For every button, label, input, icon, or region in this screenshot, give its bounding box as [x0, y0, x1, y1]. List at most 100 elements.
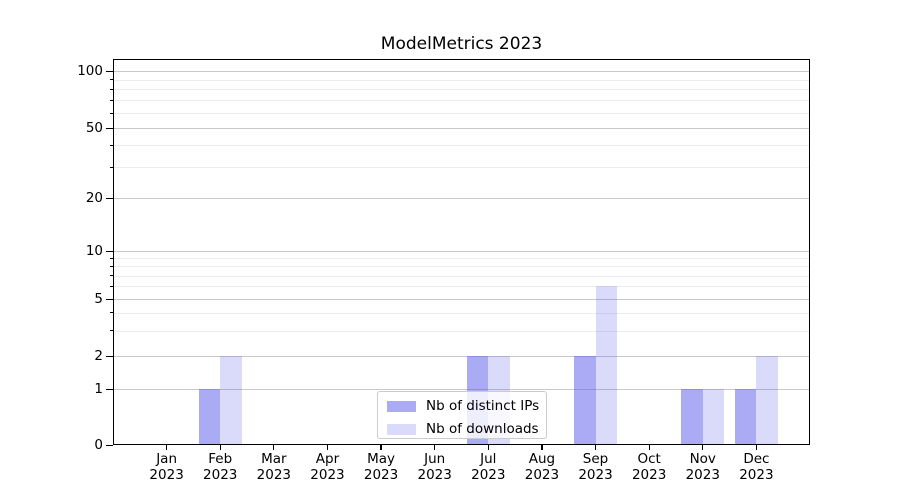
x-axis-tick-label-oct-2023: Oct 2023	[609, 451, 689, 483]
y-axis-tick-label-10: 10	[85, 243, 103, 259]
x-tick-month-jun-2023: Jun	[424, 451, 446, 467]
x-tick-year-sep-2023: 2023	[578, 467, 613, 483]
x-axis-tick-mark-may-2023	[380, 445, 382, 450]
x-tick-year-may-2023: 2023	[363, 467, 399, 483]
x-axis-tick-mark-aug-2023	[541, 445, 543, 450]
x-tick-month-dec-2023: Dec	[743, 451, 770, 467]
bar-nb-of-distinct-ips-feb-2023	[198, 389, 221, 445]
y-axis-minor-tick-mark-70	[109, 99, 113, 101]
plot-border	[113, 59, 810, 445]
gridline-minor-80	[113, 89, 810, 91]
bar-nb-of-downloads-nov-2023	[702, 389, 725, 445]
y-axis-tick-mark-100	[106, 70, 113, 72]
y-axis-tick-mark-1	[106, 388, 113, 390]
legend-label-nb-of-downloads: Nb of downloads	[426, 421, 539, 437]
x-axis-tick-label-nov-2023: Nov 2023	[663, 451, 743, 483]
x-tick-year-apr-2023: 2023	[310, 467, 345, 483]
y-axis-minor-tick-mark-30	[109, 166, 113, 168]
gridline-minor-70	[113, 100, 810, 102]
x-axis-tick-label-dec-2023: Dec 2023	[716, 451, 796, 483]
y-axis-minor-tick-mark-4	[109, 312, 113, 314]
gridline-major-5	[113, 299, 810, 300]
legend-item-nb-of-downloads: Nb of downloads	[387, 420, 539, 438]
x-axis-tick-mark-nov-2023	[702, 445, 704, 450]
x-axis-tick-mark-feb-2023	[219, 445, 221, 450]
gridline-minor-6	[113, 286, 810, 288]
plot-area	[113, 59, 810, 445]
x-axis-tick-mark-oct-2023	[648, 445, 650, 450]
y-axis-tick-label-100: 100	[77, 63, 103, 79]
x-tick-year-mar-2023: 2023	[256, 467, 292, 483]
gridline-minor-4	[113, 312, 810, 314]
legend-item-nb-of-distinct-ips: Nb of distinct IPs	[387, 397, 539, 415]
x-axis-tick-label-feb-2023: Feb 2023	[180, 451, 260, 483]
x-axis-tick-label-may-2023: May 2023	[341, 451, 421, 483]
x-tick-year-aug-2023: 2023	[524, 467, 560, 483]
bar-nb-of-downloads-feb-2023	[220, 356, 242, 445]
x-axis-tick-label-jan-2023: Jan 2023	[127, 451, 207, 483]
bar-nb-of-distinct-ips-nov-2023	[681, 389, 703, 445]
x-tick-month-oct-2023: Oct	[637, 451, 661, 467]
y-axis-tick-label-5: 5	[94, 291, 103, 307]
gridline-major-10	[113, 251, 810, 252]
bar-nb-of-distinct-ips-dec-2023	[734, 389, 757, 445]
x-axis-tick-mark-jun-2023	[434, 445, 436, 450]
x-tick-year-dec-2023: 2023	[739, 467, 774, 483]
y-axis-tick-label-50: 50	[85, 120, 103, 136]
x-axis-tick-label-jul-2023: Jul 2023	[448, 451, 528, 483]
x-axis-tick-label-mar-2023: Mar 2023	[234, 451, 314, 483]
gridline-minor-40	[113, 145, 810, 147]
y-axis-tick-label-20: 20	[85, 190, 103, 206]
y-axis-minor-tick-mark-9	[109, 257, 113, 259]
y-axis-tick-mark-50	[106, 127, 113, 129]
x-axis-tick-mark-dec-2023	[755, 445, 758, 450]
gridline-minor-9	[113, 258, 810, 260]
y-axis-tick-label-2: 2	[94, 348, 103, 364]
y-axis-minor-tick-mark-80	[109, 88, 113, 90]
y-axis-tick-mark-20	[106, 197, 113, 199]
x-tick-year-nov-2023: 2023	[685, 467, 720, 483]
x-tick-year-jun-2023: 2023	[417, 467, 452, 483]
x-axis-tick-label-jun-2023: Jun 2023	[395, 451, 475, 483]
x-tick-month-jul-2023: Jul	[480, 451, 497, 467]
y-axis-tick-mark-2	[106, 355, 113, 357]
gridline-major-2	[113, 356, 810, 357]
y-axis-tick-mark-10	[106, 250, 113, 252]
gridline-minor-60	[113, 113, 810, 114]
y-axis-tick-label-0: 0	[94, 437, 103, 453]
chart-title: ModelMetrics 2023	[380, 34, 543, 54]
x-tick-month-sep-2023: Sep	[582, 451, 609, 467]
x-tick-year-jan-2023: 2023	[149, 467, 184, 483]
x-axis-tick-label-apr-2023: Apr 2023	[287, 451, 367, 483]
legend-label-nb-of-distinct-ips: Nb of distinct IPs	[426, 398, 540, 414]
x-tick-month-jan-2023: Jan	[156, 451, 178, 467]
x-tick-year-jul-2023: 2023	[471, 467, 506, 483]
x-tick-month-may-2023: May	[367, 451, 396, 467]
x-tick-year-feb-2023: 2023	[203, 467, 238, 483]
bar-nb-of-distinct-ips-sep-2023	[574, 356, 596, 445]
gridline-minor-30	[113, 167, 810, 169]
y-axis-minor-tick-mark-7	[109, 275, 113, 277]
x-tick-month-nov-2023: Nov	[689, 451, 716, 467]
gridline-minor-8	[113, 266, 810, 268]
legend: Nb of distinct IPs Nb of downloads	[377, 391, 547, 439]
legend-swatch-nb-of-downloads	[387, 423, 416, 435]
y-axis-tick-label-1: 1	[94, 381, 103, 397]
y-axis-minor-tick-mark-60	[109, 112, 113, 114]
gridline-minor-7	[113, 275, 810, 277]
y-axis-tick-mark-0	[106, 444, 113, 446]
x-tick-month-aug-2023: Aug	[528, 451, 556, 467]
y-axis-minor-tick-mark-40	[109, 144, 113, 146]
x-axis-tick-mark-jul-2023	[487, 445, 489, 450]
gridline-major-100	[113, 71, 810, 72]
legend-swatch-nb-of-distinct-ips	[387, 400, 416, 412]
x-tick-month-mar-2023: Mar	[261, 451, 287, 467]
bar-nb-of-downloads-sep-2023	[595, 286, 618, 445]
y-axis-minor-tick-mark-90	[109, 79, 113, 81]
x-axis-tick-mark-sep-2023	[594, 445, 597, 450]
x-tick-month-feb-2023: Feb	[208, 451, 233, 467]
x-axis-tick-label-aug-2023: Aug 2023	[502, 451, 582, 483]
y-axis-minor-tick-mark-3	[109, 330, 113, 332]
x-tick-month-apr-2023: Apr	[315, 451, 340, 467]
